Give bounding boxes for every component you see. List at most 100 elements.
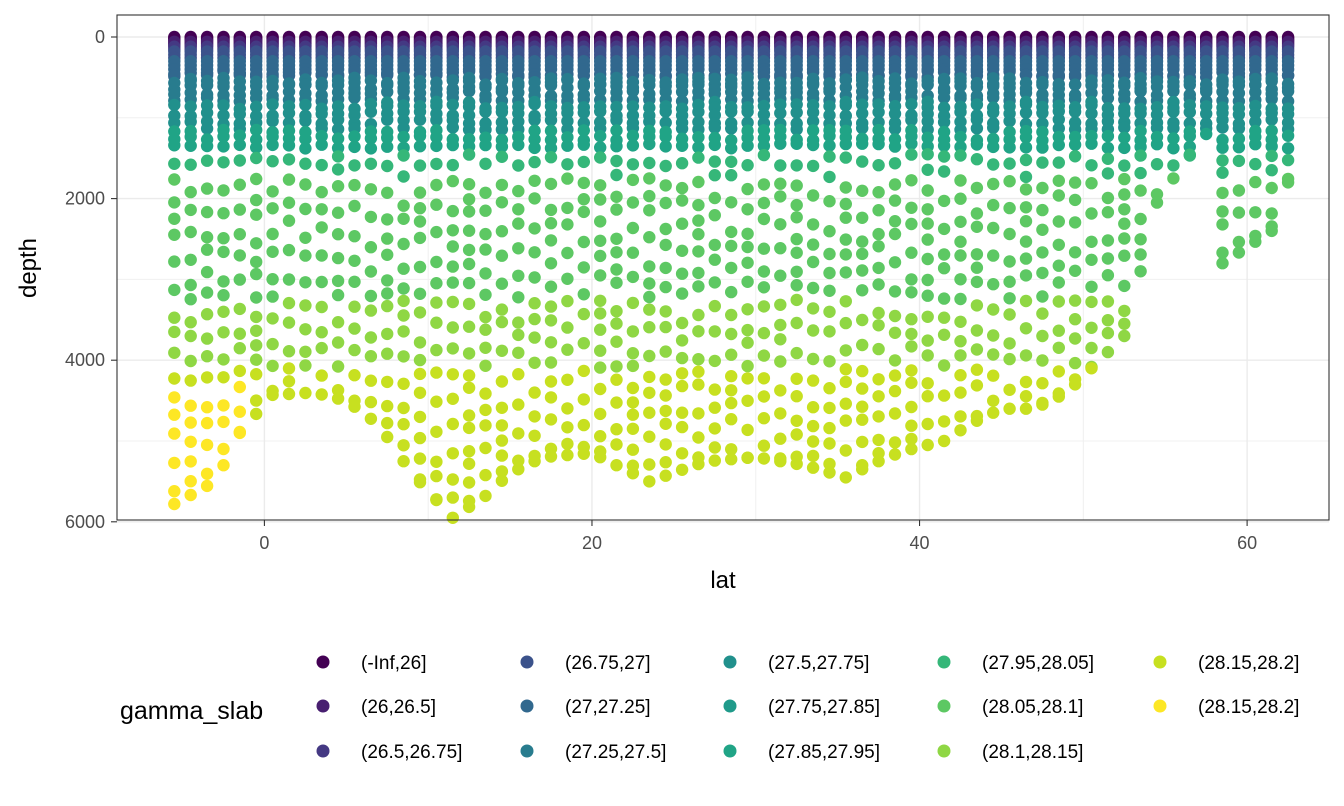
- data-point: [708, 276, 721, 289]
- data-point: [446, 224, 459, 237]
- data-point: [1052, 365, 1066, 378]
- data-point: [462, 369, 476, 382]
- data-point: [512, 138, 525, 152]
- data-point: [315, 185, 328, 199]
- data-point: [184, 416, 197, 429]
- data-point: [1118, 304, 1131, 318]
- data-point: [954, 92, 967, 105]
- data-point: [1216, 166, 1229, 179]
- data-point: [184, 488, 197, 502]
- data-point: [381, 113, 394, 126]
- data-point: [1118, 141, 1131, 155]
- data-point: [331, 228, 345, 241]
- legend-label: (26.75,27]: [565, 653, 651, 674]
- data-point: [594, 151, 607, 164]
- data-point: [790, 316, 803, 330]
- data-point: [266, 388, 279, 402]
- data-point: [905, 273, 918, 286]
- data-point: [299, 114, 312, 128]
- data-point: [331, 288, 345, 302]
- data-point: [561, 139, 574, 152]
- data-point: [888, 309, 902, 323]
- data-point: [544, 413, 558, 426]
- data-point: [250, 92, 263, 105]
- data-point: [1019, 375, 1033, 389]
- data-point: [446, 276, 459, 289]
- data-point: [250, 394, 263, 407]
- data-point: [1003, 157, 1016, 170]
- data-point: [594, 193, 607, 206]
- data-point: [937, 328, 951, 341]
- data-point: [1019, 201, 1033, 214]
- data-point: [905, 364, 918, 377]
- data-point: [692, 407, 705, 420]
- data-point: [610, 203, 623, 216]
- data-point: [1216, 85, 1229, 99]
- data-point: [757, 452, 771, 465]
- data-point: [512, 328, 525, 342]
- data-point: [921, 233, 934, 246]
- data-point: [610, 100, 623, 114]
- data-point: [725, 169, 738, 182]
- data-point: [233, 327, 246, 340]
- data-point: [1085, 253, 1098, 266]
- data-point: [233, 380, 246, 394]
- data-point: [577, 235, 590, 249]
- data-point: [577, 288, 590, 301]
- x-axis-title: lat: [710, 567, 736, 594]
- data-point: [1085, 86, 1098, 100]
- data-point: [446, 511, 459, 524]
- data-point: [413, 367, 427, 381]
- data-point: [397, 212, 410, 225]
- data-point: [364, 265, 378, 278]
- data-point: [1036, 354, 1049, 367]
- data-point: [987, 121, 1000, 134]
- data-point: [561, 437, 574, 451]
- data-point: [594, 407, 607, 421]
- data-point: [462, 500, 476, 514]
- data-point: [217, 415, 230, 429]
- data-point: [266, 312, 279, 325]
- data-point: [1052, 341, 1066, 354]
- data-point: [626, 139, 640, 152]
- data-point: [1281, 153, 1295, 167]
- data-point: [1068, 246, 1082, 259]
- data-point: [806, 115, 820, 128]
- data-point: [823, 225, 836, 238]
- data-point: [823, 284, 836, 297]
- data-point: [200, 438, 214, 452]
- data-point: [430, 455, 443, 468]
- legend-key: [723, 744, 737, 758]
- data-point: [168, 255, 181, 268]
- data-point: [1249, 107, 1262, 120]
- data-point: [462, 297, 476, 311]
- data-point: [643, 430, 656, 443]
- data-point: [168, 139, 181, 152]
- data-point: [872, 186, 885, 199]
- data-point: [430, 366, 443, 379]
- data-point: [168, 116, 181, 129]
- data-point: [954, 149, 967, 162]
- data-point: [757, 326, 771, 340]
- data-point: [413, 476, 427, 489]
- data-point: [954, 410, 967, 423]
- data-point: [872, 390, 885, 403]
- y-axis-title: depth: [15, 238, 42, 298]
- data-point: [626, 173, 640, 187]
- data-point: [594, 105, 607, 118]
- data-point: [856, 98, 869, 111]
- data-point: [528, 356, 541, 369]
- data-point: [544, 79, 558, 92]
- data-point: [675, 139, 689, 152]
- data-point: [790, 414, 803, 427]
- data-point: [1052, 324, 1066, 337]
- data-point: [987, 177, 1000, 191]
- data-point: [643, 277, 656, 290]
- data-point: [659, 116, 672, 129]
- data-point: [659, 159, 672, 173]
- data-point: [626, 270, 640, 284]
- data-point: [1019, 402, 1033, 415]
- data-point: [1085, 235, 1098, 248]
- data-point: [544, 336, 558, 349]
- data-point: [905, 246, 918, 259]
